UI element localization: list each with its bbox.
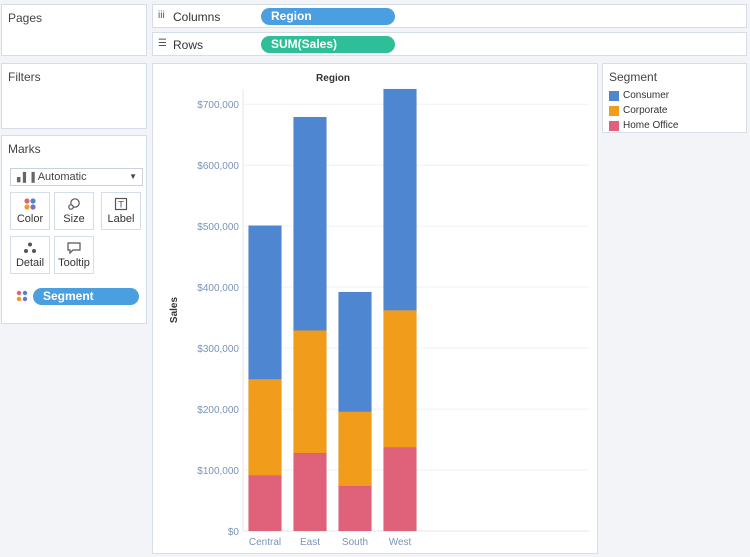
columns-label: Columns bbox=[173, 10, 221, 24]
legend-item-consumer[interactable]: Consumer bbox=[609, 90, 669, 101]
color-icon bbox=[11, 193, 49, 213]
size-icon bbox=[55, 193, 93, 213]
bar-east-home-office bbox=[293, 452, 327, 532]
y-tick-label: $300,000 bbox=[197, 344, 239, 355]
bar-west-corporate bbox=[383, 310, 417, 448]
pages-title: Pages bbox=[8, 11, 43, 25]
bar-central-home-office bbox=[248, 475, 282, 532]
rows-label: Rows bbox=[173, 38, 204, 52]
y-tick-label: $600,000 bbox=[197, 161, 239, 172]
columns-shelf[interactable]: iii Columns Region bbox=[152, 4, 747, 28]
bar-east-consumer bbox=[293, 116, 327, 331]
legend-swatch-consumer bbox=[609, 90, 619, 101]
mark-type-dropdown[interactable]: ▖▌▐ Automatic ▼ bbox=[10, 168, 143, 186]
x-tick-label: Central bbox=[249, 537, 281, 548]
bar-central-consumer bbox=[248, 225, 282, 380]
detail-icon bbox=[11, 237, 49, 257]
label-label: Label bbox=[107, 213, 135, 225]
y-tick-label: $400,000 bbox=[197, 283, 239, 294]
size-label: Size bbox=[63, 213, 85, 225]
legend-label-consumer: Consumer bbox=[623, 90, 670, 101]
segment-color-pill[interactable]: Segment bbox=[33, 288, 139, 305]
color-label: Color bbox=[16, 213, 44, 225]
bar-west-home-office bbox=[383, 447, 417, 532]
y-tick-label: $200,000 bbox=[197, 405, 239, 416]
bar-east-corporate bbox=[293, 330, 327, 454]
detail-button[interactable]: Detail bbox=[10, 236, 50, 274]
legend-label-home-office: Home Office bbox=[623, 120, 679, 131]
svg-text:T: T bbox=[117, 201, 124, 211]
y-tick-label: $0 bbox=[228, 527, 240, 538]
marks-card: Marks ▖▌▐ Automatic ▼ Color Size bbox=[1, 135, 147, 324]
detail-label: Detail bbox=[15, 257, 45, 269]
x-tick-label: West bbox=[389, 537, 412, 548]
label-button[interactable]: T Label bbox=[101, 192, 141, 230]
chart-title: Region bbox=[316, 73, 350, 84]
columns-icon: iii bbox=[158, 10, 165, 21]
bar-west-consumer bbox=[383, 88, 417, 311]
bar-south-corporate bbox=[338, 411, 372, 487]
chevron-down-icon: ▼ bbox=[129, 172, 137, 181]
y-tick-label: $700,000 bbox=[197, 100, 239, 111]
filters-title: Filters bbox=[8, 70, 41, 84]
pages-card[interactable]: Pages bbox=[1, 4, 147, 56]
bar-south-consumer bbox=[338, 291, 372, 412]
rows-shelf[interactable]: ☰ Rows SUM(Sales) bbox=[152, 32, 747, 56]
y-tick-label: $500,000 bbox=[197, 222, 239, 233]
legend-item-home-office[interactable]: Home Office bbox=[609, 120, 678, 131]
bar-central-corporate bbox=[248, 378, 282, 476]
region-pill[interactable]: Region bbox=[261, 8, 395, 25]
label-icon: T bbox=[102, 193, 140, 213]
legend-title: Segment bbox=[609, 70, 658, 84]
mark-type-value: Automatic bbox=[37, 171, 87, 183]
legend-swatch-corporate bbox=[609, 105, 619, 116]
bar-chart-icon: ▖▌▐ bbox=[17, 171, 35, 182]
tooltip-label: Tooltip bbox=[58, 257, 90, 269]
color-dots-icon bbox=[16, 290, 28, 302]
tooltip-button[interactable]: Tooltip bbox=[54, 236, 94, 274]
size-button[interactable]: Size bbox=[54, 192, 94, 230]
bar-south-home-office bbox=[338, 485, 372, 532]
y-tick-label: $100,000 bbox=[197, 466, 239, 477]
filters-card[interactable]: Filters bbox=[1, 63, 147, 129]
sum-sales-pill[interactable]: SUM(Sales) bbox=[261, 36, 395, 53]
segment-legend: Segment Consumer Corporate Home Office bbox=[602, 63, 747, 133]
legend-label-corporate: Corporate bbox=[623, 105, 668, 116]
y-axis-title: Sales bbox=[169, 296, 180, 323]
legend-item-corporate[interactable]: Corporate bbox=[609, 105, 667, 116]
stacked-bar-chart: Region Sales $0 $100,000 $200,000 $300,000 $40… bbox=[169, 73, 589, 548]
x-tick-label: South bbox=[342, 537, 368, 548]
x-tick-label: East bbox=[300, 537, 320, 548]
marks-title: Marks bbox=[8, 142, 41, 156]
color-button[interactable]: Color bbox=[10, 192, 50, 230]
chart-area: Region Sales $0 $100,000 $200,000 $300,000 $40… bbox=[152, 63, 598, 554]
tooltip-icon bbox=[55, 237, 93, 257]
legend-swatch-home-office bbox=[609, 120, 619, 131]
rows-icon: ☰ bbox=[158, 38, 167, 49]
